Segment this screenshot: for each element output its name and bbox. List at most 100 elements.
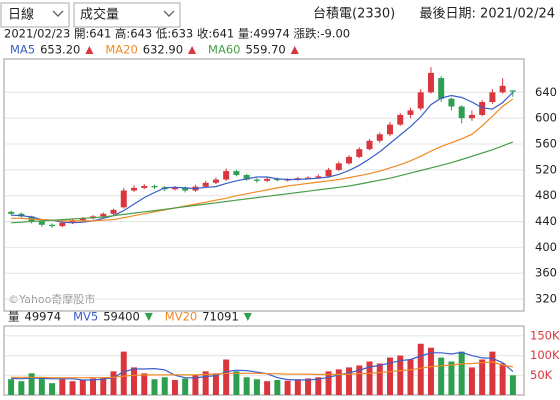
candle-body — [305, 177, 312, 179]
volume-bar — [335, 369, 342, 395]
price-frame — [3, 58, 525, 312]
volume-bar — [397, 355, 404, 395]
volume-bar — [305, 378, 312, 395]
period-label[interactable]: 日線 — [8, 7, 34, 23]
candle-body — [264, 178, 271, 181]
legend-value: 559.70 — [245, 43, 285, 57]
volume-bar — [243, 377, 250, 395]
volume-bar — [274, 380, 281, 395]
volume-value: 49974 — [25, 310, 62, 324]
y-tick-label: 520 — [535, 162, 557, 176]
trend-arrow — [144, 313, 153, 321]
candle-body — [294, 178, 301, 180]
volume-bar — [325, 371, 332, 395]
y-tick-label: 480 — [535, 188, 557, 202]
indicator-label[interactable]: 成交量 — [80, 7, 119, 23]
ma-line — [11, 98, 514, 222]
legend-value: 632.90 — [143, 43, 183, 57]
dropdown-arrow — [52, 10, 64, 17]
volume-bar — [141, 373, 148, 395]
volume-bar — [171, 380, 178, 395]
volume-bar — [417, 343, 424, 395]
candle-body — [468, 114, 475, 119]
volume-bar — [151, 379, 158, 395]
candle-body — [499, 85, 506, 93]
volume-bar — [38, 377, 45, 395]
candle-body — [366, 140, 373, 150]
candle-body — [69, 220, 76, 223]
volume-bar — [294, 379, 301, 395]
stock-name: 台積電(2330) — [313, 7, 395, 22]
last-date: 最後日期: 2021/02/24 — [420, 7, 555, 22]
candle-body — [59, 222, 66, 227]
candle-body — [253, 179, 260, 181]
candle-body — [18, 213, 25, 217]
volume-bar — [79, 380, 86, 395]
volume-bar — [387, 357, 393, 395]
candle-body — [479, 102, 486, 115]
y-tick-label: 600 — [535, 111, 557, 125]
volume-bar — [192, 375, 199, 395]
volume-bar — [489, 351, 496, 395]
mv-line — [11, 361, 514, 379]
ma-line — [11, 141, 514, 224]
y-tick-label: 400 — [535, 240, 557, 254]
candle-body — [346, 156, 353, 164]
volume-bar — [376, 363, 383, 395]
trend-arrow — [188, 46, 197, 54]
volume-bar — [59, 379, 66, 395]
volume-bar — [131, 367, 137, 395]
volume-bar — [69, 381, 76, 395]
candle-body — [448, 98, 455, 107]
candle-body — [335, 163, 342, 170]
volume-bar — [284, 380, 291, 395]
volume-bar — [49, 383, 56, 395]
candle-body — [141, 186, 148, 188]
volume-bar — [28, 373, 35, 395]
candle-body — [407, 110, 414, 115]
candle-body — [120, 190, 127, 208]
candle-body — [489, 92, 496, 102]
volume-bar — [212, 373, 219, 395]
volume-bar — [182, 378, 189, 395]
trend-arrow — [85, 46, 94, 54]
volume-bar — [223, 359, 230, 395]
y-tick-label: 440 — [535, 214, 557, 228]
candle-body — [110, 209, 117, 214]
candle-body — [356, 149, 363, 157]
volume-bar — [366, 361, 373, 395]
candle-body — [376, 134, 383, 141]
candle-body — [315, 176, 322, 178]
candle-body — [325, 169, 332, 177]
indicator-dropdown[interactable] — [73, 2, 181, 28]
candle-body — [274, 178, 281, 181]
candle-body — [458, 106, 465, 119]
volume-bar — [407, 359, 414, 395]
y-tick-label: 560 — [535, 137, 557, 151]
volume-bar — [18, 381, 25, 395]
candle-body — [182, 187, 189, 191]
candle-body — [223, 171, 230, 180]
volume-bar — [110, 371, 117, 395]
legend-name: MV20 — [165, 310, 197, 324]
candle-body — [100, 213, 107, 217]
candle-body — [397, 114, 404, 125]
candle-body — [49, 224, 56, 227]
candle-body — [202, 182, 209, 187]
candle-body — [233, 171, 240, 176]
volume-bar — [90, 378, 97, 395]
trend-arrow — [243, 313, 252, 321]
candle-body — [509, 90, 516, 92]
volume-bar — [438, 357, 445, 395]
legend-value: 653.20 — [40, 43, 80, 57]
volume-bar — [509, 375, 516, 395]
legend-value: 71091 — [202, 310, 239, 324]
ma-line — [11, 91, 514, 224]
volume-bar — [499, 363, 506, 395]
volume-name: 量 — [8, 310, 20, 324]
volume-bar — [479, 359, 486, 395]
volume-bar — [356, 365, 363, 395]
volume-bar — [233, 371, 240, 395]
candle-body — [438, 78, 445, 99]
legend-name: MA5 — [10, 43, 35, 57]
